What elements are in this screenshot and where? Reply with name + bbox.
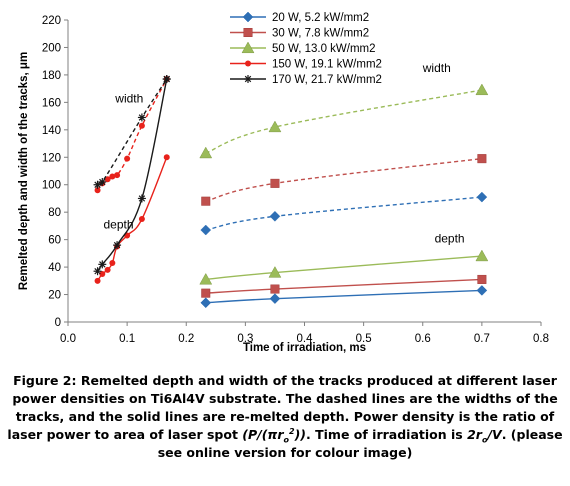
series-1-width-point	[476, 191, 488, 203]
series-1-depth-point	[476, 285, 488, 296]
series-4-depth-point	[109, 259, 116, 266]
y-axis-title: Remelted depth and width of the tracks, …	[18, 52, 30, 290]
series-3-depth-point	[268, 266, 282, 278]
legend-label-5: 170 W, 21.7 kW/mm2	[272, 74, 382, 86]
y-tick-label: 120	[42, 152, 61, 164]
series-5-depth-point	[98, 260, 107, 269]
series-5-width-point	[98, 177, 107, 186]
series-5-depth-point	[137, 194, 146, 203]
series-4-depth-point	[138, 216, 145, 223]
series-4-depth-point	[94, 277, 101, 284]
series-4-depth-point	[163, 154, 170, 161]
series-4-width-point	[104, 176, 111, 183]
series-5-depth-line	[96, 78, 168, 272]
series-5-depth-point	[162, 75, 171, 84]
legend-marker-2	[243, 28, 253, 37]
series-2-width-point	[201, 196, 211, 206]
series-1-width-point	[200, 224, 212, 236]
series-4-width-point	[138, 122, 145, 129]
legend-marker-4	[245, 60, 251, 67]
series-2-width-line	[205, 157, 482, 202]
annotation-width: width	[114, 91, 143, 105]
chart-figure: 0 20 40 60 80 100 120 140 160 180 200 220 0.0 0.1 0.2 0…	[18, 11, 549, 354]
series-5-depth-point	[113, 241, 122, 250]
series-3-width-point	[199, 146, 213, 159]
y-tick-label: 220	[42, 15, 61, 27]
series-3-width-point	[475, 83, 489, 96]
x-tick-label: 0.0	[60, 333, 76, 345]
series-2-depth-point	[477, 274, 487, 284]
caption-formula: (P/(πro2))	[242, 426, 307, 445]
caption-tail: . (please see online version for colour …	[157, 427, 563, 460]
x-tick-label: 0.3	[237, 333, 253, 345]
legend-label-2: 30 W, 7.8 kW/mm2	[272, 28, 369, 40]
series-2-depth-point	[270, 284, 280, 294]
y-tick-label: 140	[42, 125, 61, 137]
caption-time-formula: 2ro/V	[467, 427, 502, 445]
y-tick-label: 20	[48, 290, 61, 302]
series-3-depth-point	[199, 272, 213, 285]
series-3-depth-point	[475, 249, 489, 262]
series-5-depth-point	[93, 267, 102, 276]
series-2-width-point	[270, 178, 280, 188]
annotation-depth: depth	[103, 218, 133, 232]
legend-label-4: 150 W, 19.1 kW/mm2	[272, 59, 382, 71]
series-1-width-line	[205, 196, 482, 231]
y-tick-label: 100	[42, 180, 61, 192]
series-3-width-line	[205, 89, 482, 154]
series-5-width-point	[137, 113, 146, 122]
annotation-depth: depth	[435, 231, 465, 245]
series-2-depth-point	[201, 288, 211, 298]
x-tick-label: 0.5	[356, 333, 372, 345]
y-tick-label: 160	[42, 97, 61, 109]
caption-lead: Figure 2: Remelted depth and width of th…	[7, 373, 558, 442]
series-3-depth-line	[205, 255, 482, 281]
figure-caption: Figure 2: Remelted depth and width of th…	[6, 372, 564, 462]
legend-label-3: 50 W, 13.0 kW/mm2	[272, 43, 376, 55]
legend-marker-3	[241, 41, 255, 54]
x-tick-label: 0.8	[533, 333, 549, 345]
series-1-width-point	[269, 210, 281, 222]
x-axis-title: Time of irradiation, ms	[243, 342, 366, 354]
y-tick-label: 180	[42, 70, 61, 82]
series-4-depth-point	[104, 266, 111, 273]
series-4-width-point	[109, 173, 116, 180]
y-tick-label: 40	[48, 262, 61, 274]
series-3-width-point	[268, 120, 282, 133]
series-4-width-point	[124, 155, 131, 162]
x-tick-label: 0.2	[178, 333, 194, 345]
series-2-width-point	[477, 154, 487, 164]
series-4-depth-point	[99, 270, 106, 277]
series-1-depth-line	[205, 289, 482, 304]
y-tick-label: 80	[48, 207, 61, 219]
chart-svg: 0 20 40 60 80 100 120 140 160 180 200 220 0.0 0.1 0.2 0…	[18, 11, 549, 354]
series-4-width-point	[94, 187, 101, 194]
series-1-depth-point	[269, 293, 281, 305]
y-tick-label: 200	[42, 42, 61, 54]
annotation-width: width	[422, 61, 451, 75]
y-tick-label: 60	[48, 235, 61, 247]
x-tick-label: 0.4	[297, 333, 314, 345]
x-tick-label: 0.7	[474, 333, 490, 345]
caption-middle: . Time of irradiation is	[306, 427, 468, 442]
series-1-depth-point	[200, 297, 212, 309]
x-tick-label: 0.6	[415, 333, 431, 345]
legend-label-1: 20 W, 5.2 kW/mm2	[272, 12, 369, 24]
y-tick-label: 0	[55, 317, 61, 329]
series-5-width-point	[93, 180, 102, 189]
x-tick-label: 0.1	[119, 333, 135, 345]
series-2-depth-line	[205, 278, 482, 294]
legend-marker-5	[244, 75, 252, 83]
legend-marker-1	[242, 11, 254, 23]
series-4-width-point	[114, 172, 121, 179]
